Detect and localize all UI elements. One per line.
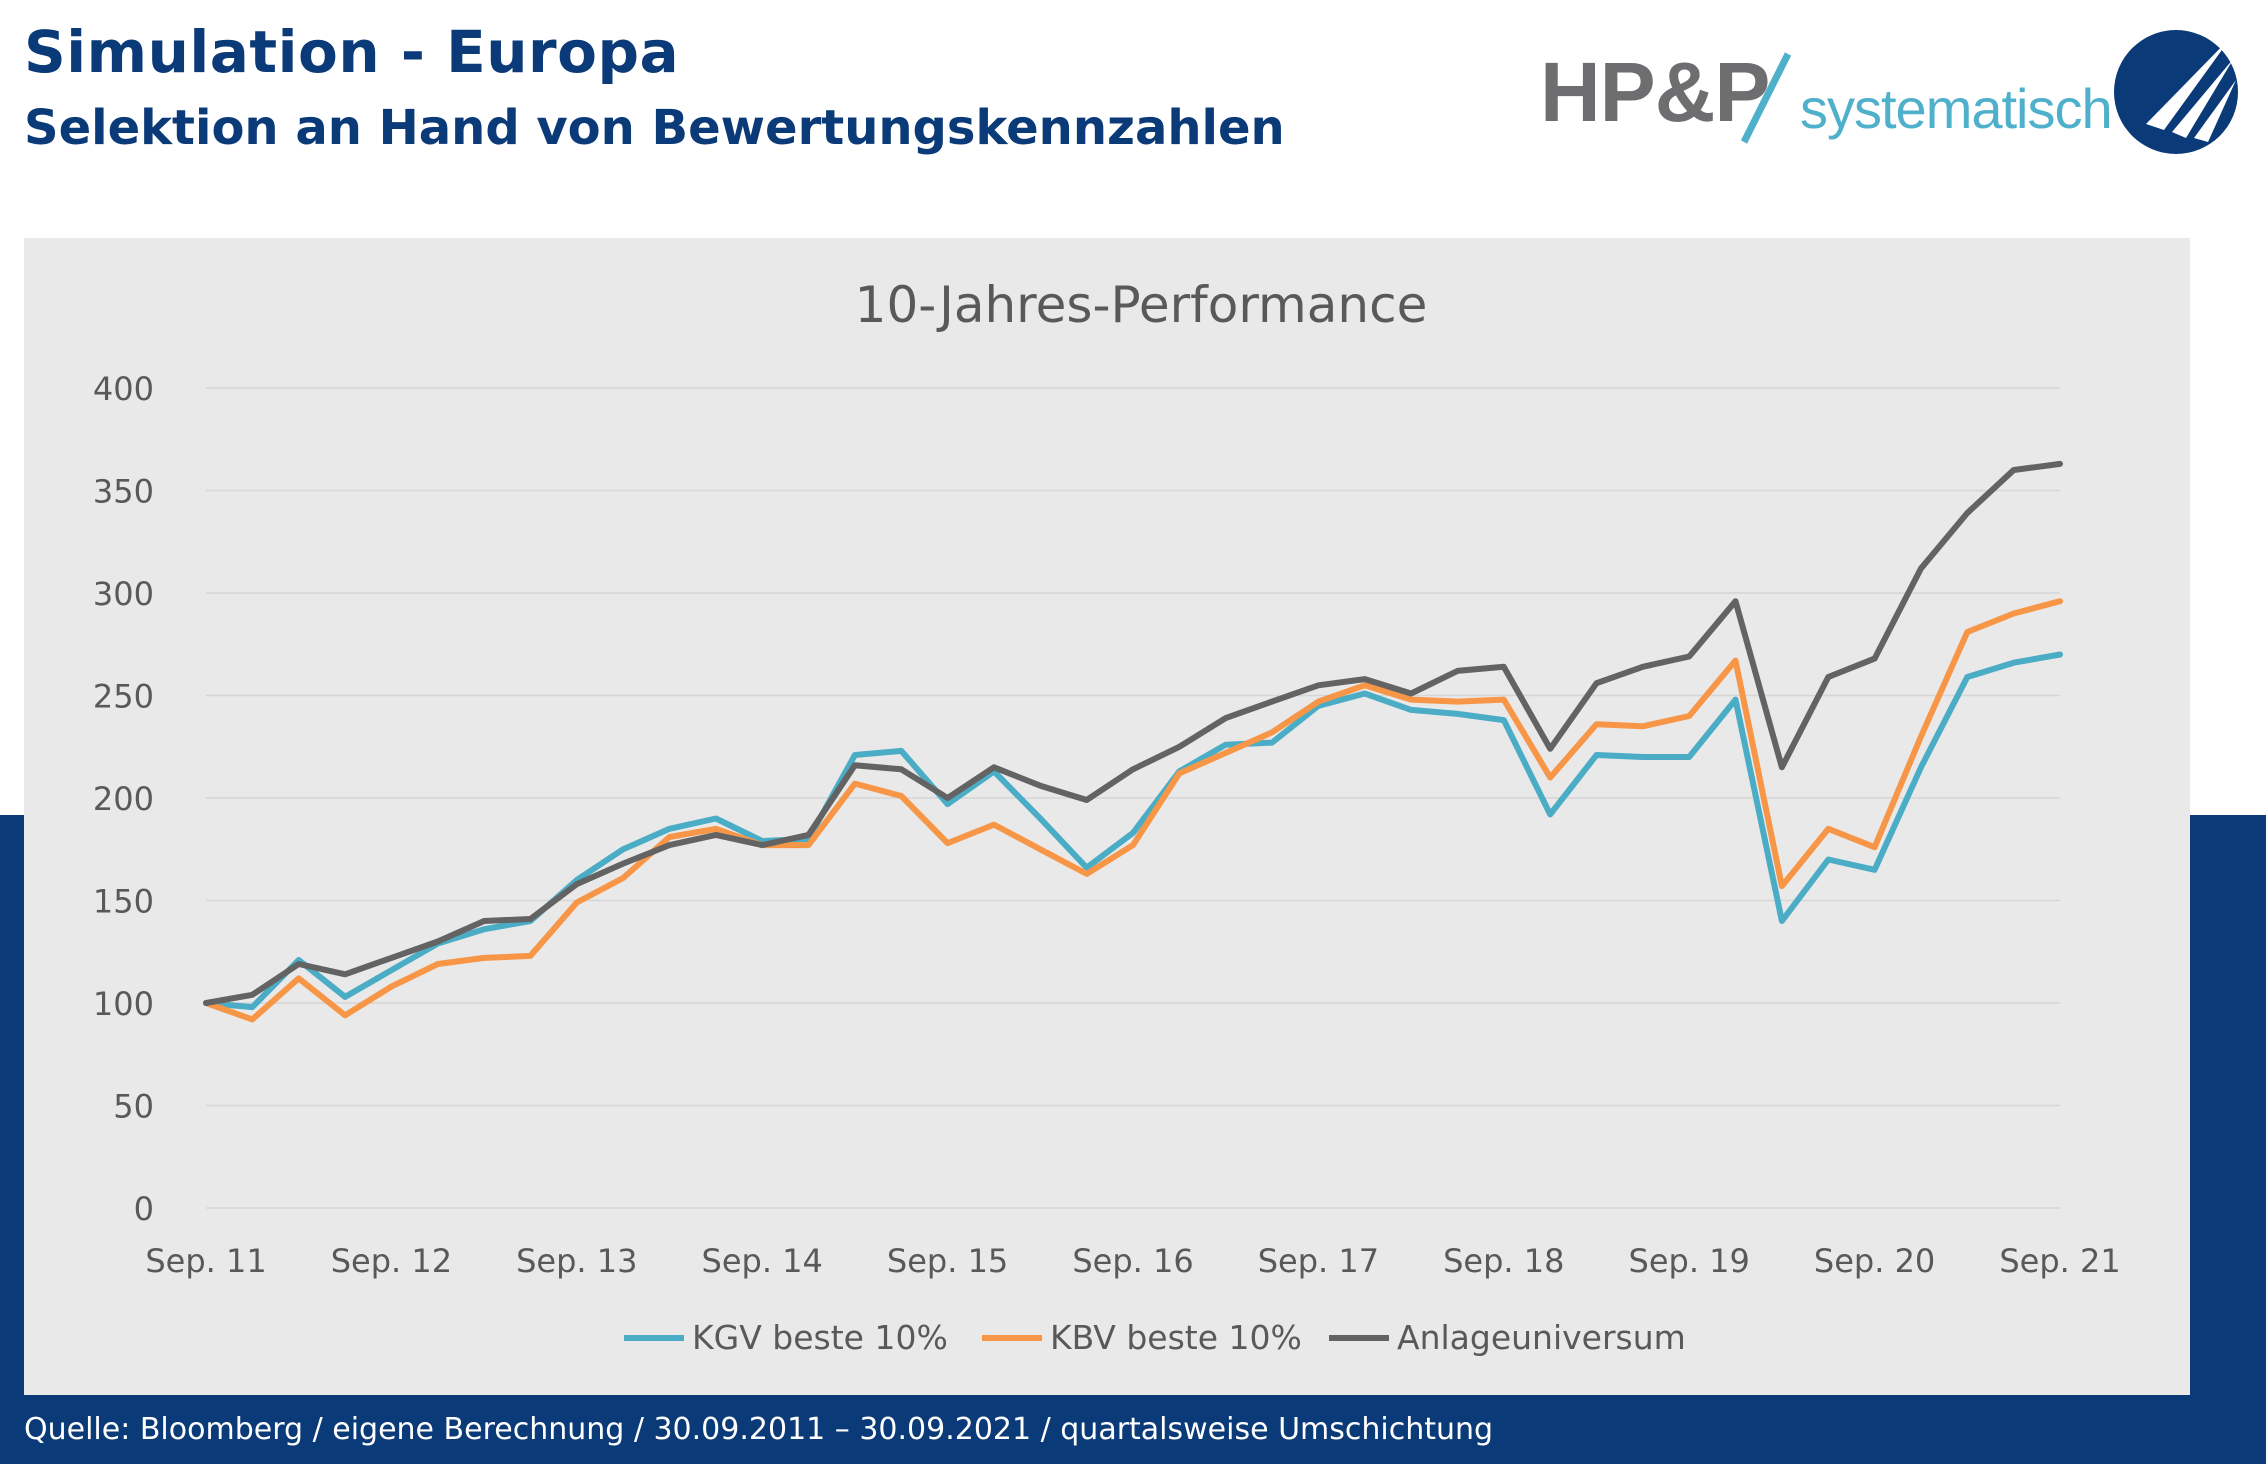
x-tick-label: Sep. 11	[145, 1242, 266, 1280]
y-tick-label: 400	[93, 370, 154, 408]
x-tick-label: Sep. 13	[516, 1242, 637, 1280]
series-line-0	[203, 651, 2063, 1011]
x-tick-label: Sep. 14	[702, 1242, 823, 1280]
chart-legend: KGV beste 10% KBV beste 10% Anlageuniversu…	[624, 1318, 1686, 1357]
x-tick-label: Sep. 16	[1072, 1242, 1193, 1280]
logo-slash-icon	[1740, 52, 1792, 144]
series-line-2	[203, 460, 2063, 1006]
y-tick-label: 350	[93, 473, 154, 511]
x-tick-label: Sep. 18	[1443, 1242, 1564, 1280]
y-tick-label: 250	[93, 678, 154, 716]
x-tick-label: Sep. 12	[331, 1242, 452, 1280]
x-axis-ticks: Sep. 11 Sep. 12 Sep. 13 Sep. 14 Sep. 15 Sep. …	[145, 1242, 2120, 1280]
y-tick-label: 0	[134, 1190, 154, 1228]
series-line-1	[203, 598, 2063, 1023]
x-tick-label: Sep. 20	[1814, 1242, 1935, 1280]
chart-title: 10-Jahres-Performance	[855, 276, 1428, 334]
chart-panel: 10-Jahres-Performance 0 50 100 150 200 250 300…	[24, 238, 2190, 1395]
logo-brand: HP&P	[1540, 45, 1770, 139]
y-tick-label: 100	[93, 985, 154, 1023]
performance-chart: 10-Jahres-Performance 0 50 100 150 200 250 300…	[93, 276, 2121, 1357]
x-tick-label: Sep. 21	[1999, 1242, 2120, 1280]
source-note: Quelle: Bloomberg / eigene Berechnung / …	[24, 1412, 1494, 1447]
y-tick-label: 200	[93, 780, 154, 818]
x-tick-label: Sep. 19	[1629, 1242, 1750, 1280]
logo-tagline: systematisch	[1800, 77, 2113, 140]
x-tick-label: Sep. 17	[1258, 1242, 1379, 1280]
legend-label-2: Anlageuniversum	[1397, 1318, 1686, 1357]
legend-label-1: KBV beste 10%	[1050, 1318, 1302, 1357]
x-tick-label: Sep. 15	[887, 1242, 1008, 1280]
y-tick-label: 150	[93, 883, 154, 921]
header: Simulation - Europa Selektion an Hand vo…	[0, 0, 2266, 236]
series-lines	[203, 460, 2063, 1023]
y-axis-ticks: 0 50 100 150 200 250 300 350 400	[93, 370, 154, 1228]
y-tick-label: 300	[93, 575, 154, 613]
hpp-emblem-icon	[2114, 30, 2238, 154]
grid-lines	[206, 387, 2060, 1209]
page-subtitle: Selektion an Hand von Bewertungskennzahl…	[24, 100, 1285, 156]
page-title: Simulation - Europa	[24, 18, 680, 86]
legend-label-0: KGV beste 10%	[692, 1318, 948, 1357]
y-tick-label: 50	[113, 1088, 154, 1126]
